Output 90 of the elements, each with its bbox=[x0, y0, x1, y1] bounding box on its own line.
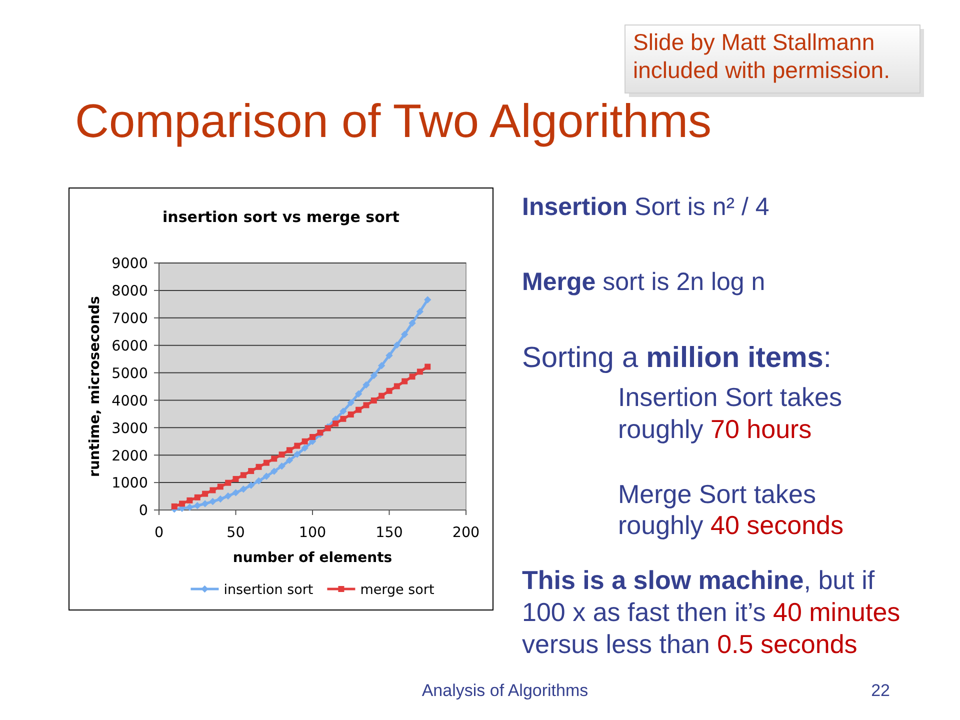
y-tick-label: 2000 bbox=[112, 448, 148, 464]
point bbox=[416, 368, 423, 375]
y-tick-label: 9000 bbox=[112, 256, 148, 272]
point bbox=[393, 341, 401, 349]
point bbox=[378, 362, 386, 370]
point bbox=[271, 456, 278, 462]
text: Analysis of Algorithms bbox=[422, 681, 588, 700]
point bbox=[302, 438, 308, 444]
point bbox=[209, 498, 216, 506]
y-tick-label: 5000 bbox=[112, 366, 148, 382]
y-tick-label: 8000 bbox=[112, 284, 148, 300]
point bbox=[202, 490, 208, 497]
point bbox=[401, 330, 408, 338]
text: Merge Sort takes roughly 40 seconds bbox=[618, 479, 844, 540]
x-tick-label: 150 bbox=[376, 525, 403, 541]
y-axis-title: runtime, microseconds bbox=[87, 296, 103, 477]
point bbox=[194, 494, 200, 500]
point bbox=[402, 378, 408, 384]
text: Merge sort is 2n log n bbox=[522, 268, 766, 296]
x-axis-title: number of elements bbox=[232, 550, 392, 566]
point bbox=[201, 500, 209, 508]
point bbox=[262, 472, 270, 480]
point bbox=[416, 308, 424, 316]
point bbox=[278, 452, 285, 458]
point bbox=[194, 502, 201, 510]
text: Slide by Matt Stallmann included with permission. bbox=[633, 29, 890, 83]
y-tick-label: 6000 bbox=[112, 338, 148, 354]
x-tick-label: 200 bbox=[452, 525, 480, 541]
point bbox=[394, 383, 400, 390]
point bbox=[171, 503, 178, 510]
point bbox=[340, 408, 347, 415]
text: This is a slow machine, but if 100 x as fast then it’s 40 minutes versus less than 0.5 seconds bbox=[522, 565, 900, 659]
chart-title: Comparison of Two Algorithms bbox=[75, 94, 712, 147]
point bbox=[370, 372, 378, 380]
point bbox=[217, 484, 224, 490]
y-tick-label: 7000 bbox=[112, 311, 148, 328]
point bbox=[248, 468, 254, 474]
point bbox=[348, 411, 354, 418]
y-tick-label: 0 bbox=[138, 503, 148, 520]
legend-label: insertion sort bbox=[224, 582, 314, 598]
text: Sorting a million items: bbox=[522, 342, 832, 374]
point bbox=[386, 352, 393, 360]
point bbox=[255, 477, 262, 485]
point bbox=[294, 442, 300, 449]
point bbox=[408, 320, 416, 327]
point bbox=[256, 464, 262, 470]
point bbox=[248, 482, 255, 489]
point bbox=[301, 444, 308, 452]
text: 22 bbox=[871, 681, 890, 700]
point bbox=[263, 460, 270, 466]
point bbox=[340, 416, 346, 422]
point bbox=[186, 504, 194, 511]
point bbox=[186, 497, 193, 504]
point bbox=[225, 480, 232, 486]
point bbox=[224, 492, 232, 500]
y-tick-label: 3000 bbox=[112, 420, 148, 437]
point bbox=[278, 462, 286, 470]
point bbox=[216, 495, 224, 503]
point bbox=[294, 450, 301, 458]
point bbox=[424, 364, 431, 370]
x-tick-label: 100 bbox=[298, 525, 326, 541]
point bbox=[286, 447, 292, 454]
point bbox=[232, 489, 240, 496]
point bbox=[370, 397, 377, 404]
point bbox=[270, 468, 278, 475]
point bbox=[378, 392, 385, 399]
point bbox=[210, 487, 216, 494]
point bbox=[310, 434, 316, 440]
point bbox=[386, 388, 392, 394]
point bbox=[354, 390, 362, 398]
point bbox=[356, 406, 362, 413]
point bbox=[179, 500, 186, 507]
point bbox=[347, 399, 354, 406]
point bbox=[362, 381, 370, 388]
point bbox=[286, 456, 294, 464]
point bbox=[409, 374, 416, 380]
x-tick-label: 0 bbox=[154, 525, 164, 541]
point bbox=[332, 420, 339, 427]
y-tick-label: 1000 bbox=[112, 476, 148, 492]
chart-subtitle: insertion sort vs merge sort bbox=[162, 208, 400, 226]
point bbox=[240, 472, 246, 478]
point bbox=[232, 476, 239, 482]
x-tick-label: 50 bbox=[226, 525, 245, 541]
text: Insertion Sort is n² / 4 bbox=[522, 193, 770, 221]
point bbox=[424, 296, 432, 304]
legend-label: merge sort bbox=[360, 582, 434, 598]
point bbox=[240, 486, 248, 493]
point bbox=[363, 402, 370, 408]
y-tick-label: 4000 bbox=[112, 393, 148, 410]
text: Insertion Sort takes roughly 70 hours bbox=[618, 382, 842, 444]
